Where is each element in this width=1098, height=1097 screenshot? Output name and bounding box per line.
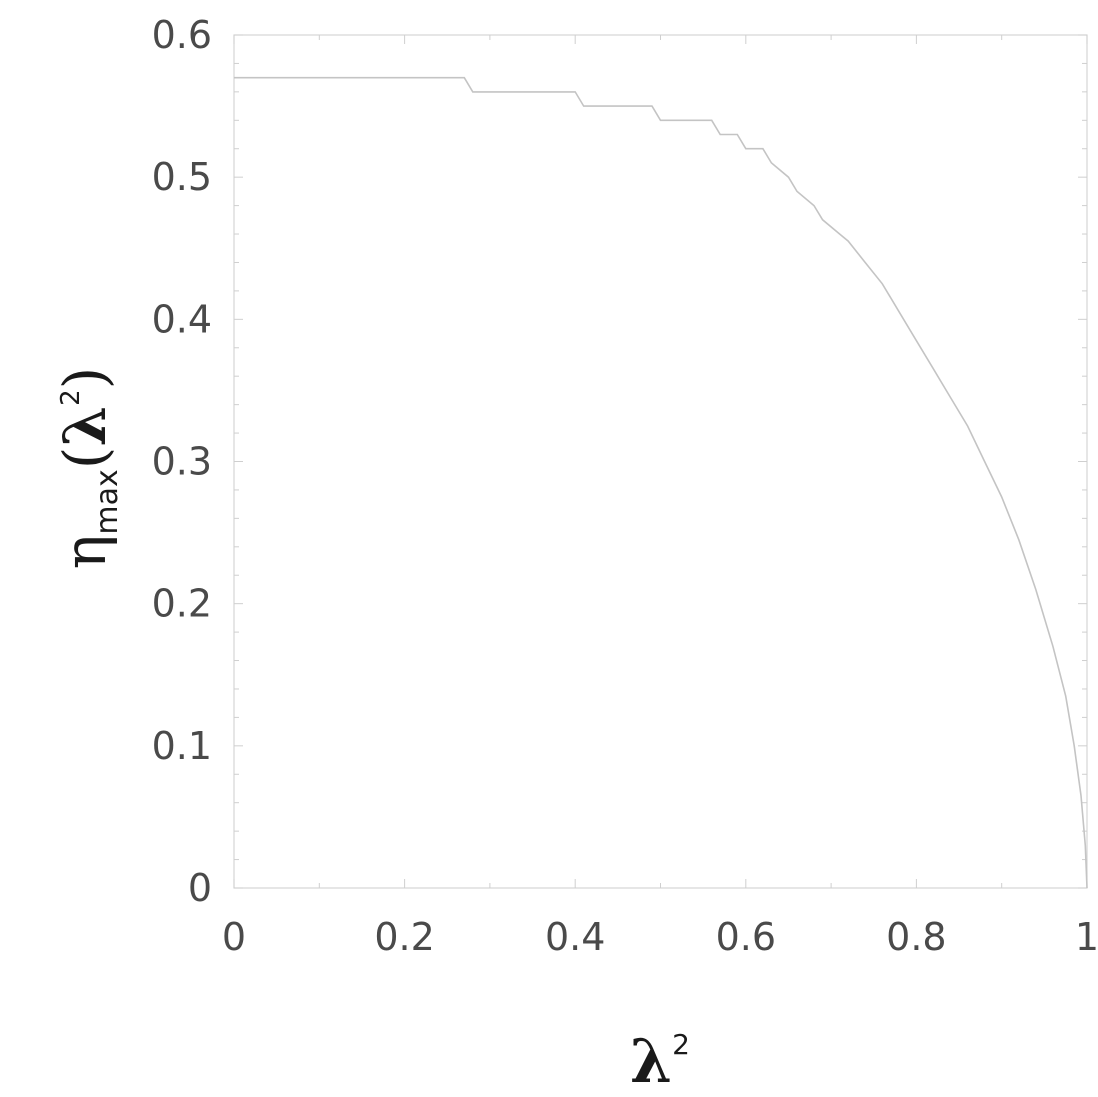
y-axis-ticks: 0 0.1 0.2 0.3 0.4 0.5 0.6 (152, 13, 212, 910)
x-tick-label: 0.8 (886, 915, 946, 959)
y-tick-label: 0.2 (152, 582, 212, 626)
y-tick-label: 0.4 (152, 297, 212, 341)
y-axis-label: ηmax(λ2) (51, 367, 125, 570)
x-tick-label: 1 (1075, 915, 1098, 959)
svg-text:ηmax(λ2): ηmax(λ2) (51, 367, 125, 570)
series-line (234, 78, 1087, 888)
x-axis-ticks: 0 0.2 0.4 0.6 0.8 1 (222, 915, 1098, 959)
y-tick-label: 0.1 (152, 724, 212, 768)
y-tick-label: 0.3 (152, 440, 212, 484)
x-tick-label: 0.6 (716, 915, 776, 959)
y-tick-label: 0.5 (152, 155, 212, 199)
x-axis-label: λ2 (630, 1027, 690, 1097)
x-tick-label: 0.2 (374, 915, 434, 959)
x-tick-label: 0.4 (545, 915, 605, 959)
plot-frame (234, 35, 1087, 888)
plot-area (234, 35, 1087, 888)
y-tick-label: 0.6 (152, 13, 212, 57)
x-tick-label: 0 (222, 915, 246, 959)
y-tick-label: 0 (188, 866, 212, 910)
